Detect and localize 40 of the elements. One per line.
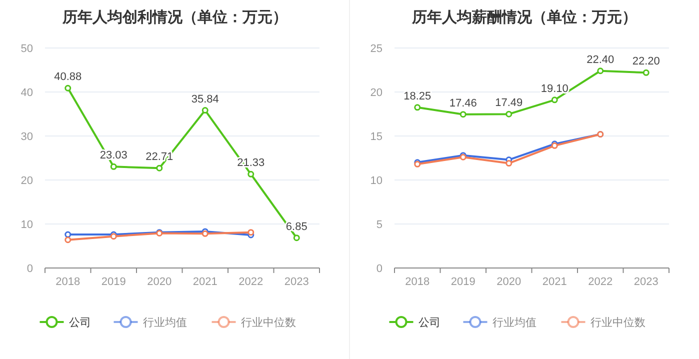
data-label: 22.40 xyxy=(586,54,614,66)
x-tick-label: 2019 xyxy=(450,276,476,288)
y-tick-label: 20 xyxy=(20,175,33,187)
data-label: 40.88 xyxy=(54,71,82,84)
y-tick-label: 25 xyxy=(370,43,382,55)
data-label: 22.20 xyxy=(632,56,660,68)
x-tick-label: 2023 xyxy=(634,276,658,288)
x-tick-label: 2020 xyxy=(147,276,172,288)
data-label: 35.84 xyxy=(191,93,219,106)
x-tick-label: 2021 xyxy=(542,276,567,288)
data-label: 19.10 xyxy=(540,82,568,95)
x-tick-label: 2018 xyxy=(405,276,430,288)
y-tick-label: 30 xyxy=(20,131,33,143)
x-tick-label: 2022 xyxy=(238,276,264,288)
y-tick-label: 20 xyxy=(370,87,382,99)
data-label: 17.49 xyxy=(495,97,523,110)
legend-label: 行业中位数 xyxy=(240,316,296,329)
data-label: 18.25 xyxy=(404,90,432,102)
y-tick-label: 40 xyxy=(20,87,33,99)
chart-title: 历年人均薪酬情况（单位：万元） xyxy=(410,9,637,26)
legend-label: 行业均值 xyxy=(492,316,536,329)
y-tick-label: 5 xyxy=(376,219,382,231)
y-tick-label: 10 xyxy=(20,219,33,231)
legend-label: 公司 xyxy=(418,317,440,329)
legend-label: 公司 xyxy=(68,317,91,329)
y-tick-label: 10 xyxy=(370,175,382,187)
x-tick-label: 2019 xyxy=(101,276,126,288)
x-tick-label: 2023 xyxy=(284,276,309,288)
legend-label: 行业均值 xyxy=(142,316,187,329)
x-tick-label: 2018 xyxy=(56,276,80,288)
y-tick-label: 0 xyxy=(26,263,33,275)
chart-title: 历年人均创利情况（单位：万元） xyxy=(61,9,288,26)
legend-label: 行业中位数 xyxy=(590,316,646,329)
x-tick-label: 2020 xyxy=(496,276,522,288)
y-tick-label: 0 xyxy=(376,263,382,275)
data-label: 17.46 xyxy=(449,97,477,110)
x-tick-label: 2021 xyxy=(192,276,218,288)
y-tick-label: 50 xyxy=(20,43,33,55)
y-tick-label: 15 xyxy=(370,131,382,143)
x-tick-label: 2022 xyxy=(588,276,613,288)
